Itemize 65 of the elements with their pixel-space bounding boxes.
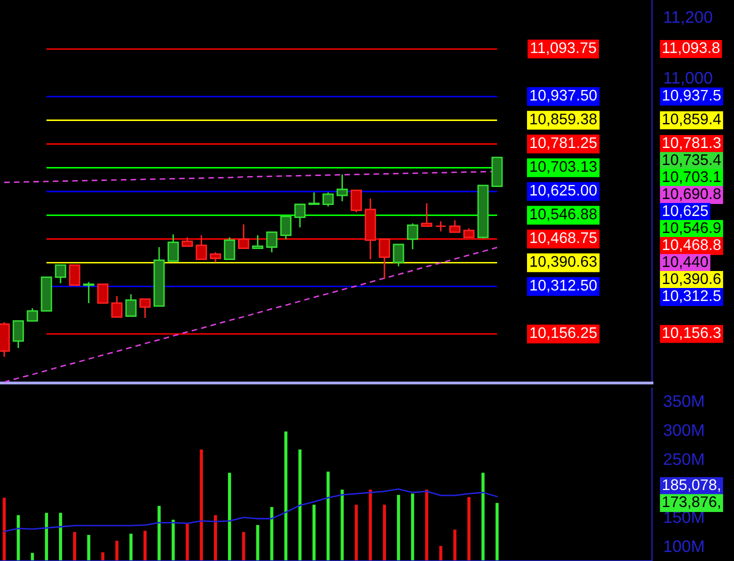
text: 185,078,	[662, 479, 720, 492]
candlestick	[168, 234, 179, 262]
text: 11,093.8	[662, 42, 720, 55]
candlestick	[139, 298, 151, 319]
text: 10,937.5	[662, 90, 721, 102]
text: 10,468.8	[662, 239, 721, 252]
ref-line-label: 10,625.00	[530, 184, 597, 198]
candlestick	[294, 204, 306, 228]
candlestick	[322, 192, 334, 208]
y-tick-label: 100M	[664, 540, 704, 552]
candlestick	[378, 238, 390, 280]
text: 10,390.6	[662, 273, 721, 286]
text: 10,859.4	[662, 114, 721, 126]
ref-line-label: 10,156.25	[530, 327, 597, 340]
ref-line-label: 10,390.63	[530, 256, 597, 269]
candlestick	[406, 222, 418, 250]
candlestick	[26, 308, 38, 322]
candlestick	[69, 264, 80, 286]
text: 10,703.1	[662, 171, 721, 184]
ref-line-label: 10,937.50	[530, 90, 597, 102]
text: 10,440	[662, 256, 708, 269]
text: 10,781.3	[662, 137, 721, 150]
candlestick	[12, 320, 24, 349]
y-tick-label: 350M	[664, 395, 704, 407]
ref-line-label: 10,859.38	[530, 114, 597, 126]
text: 10,735.4	[662, 154, 721, 167]
text: 10,625	[662, 205, 708, 218]
ref-line-label: 10,468.75	[530, 232, 597, 245]
candlestick	[83, 281, 94, 304]
candlestick	[392, 244, 404, 267]
candlestick	[463, 228, 475, 238]
line-series	[4, 488, 498, 532]
candlestick	[238, 224, 250, 250]
text: 10,312.5	[662, 290, 721, 303]
ref-line-label: 10,781.25	[530, 137, 597, 150]
ref-line-label: 10,546.88	[530, 208, 597, 222]
candlestick	[97, 284, 108, 304]
ref-line-label: 10,703.13	[530, 161, 597, 174]
text: 10,690.8	[662, 188, 721, 201]
candlestick	[54, 264, 66, 284]
ref-line-label: 11,093.75	[531, 42, 596, 55]
candlestick	[435, 220, 446, 232]
y-tick-label: 11,200	[664, 11, 712, 25]
y-tick-label: 150M	[664, 511, 704, 524]
candlestick	[125, 294, 137, 317]
candlestick	[252, 234, 264, 250]
text: 10,546.9	[662, 222, 721, 235]
candlestick	[266, 232, 278, 253]
text: 173,876,	[662, 496, 720, 509]
candlestick	[280, 216, 292, 240]
candlestick	[210, 252, 222, 264]
line-series	[4, 246, 498, 383]
candlestick	[449, 220, 460, 233]
candlestick	[224, 236, 236, 260]
y-tick-label: 11,000	[664, 72, 712, 86]
y-tick-label: 300M	[664, 424, 704, 436]
candlestick	[421, 202, 432, 227]
ref-line-label: 10,312.50	[530, 280, 597, 292]
text: 10,156.3	[662, 327, 721, 340]
candlestick	[111, 295, 123, 318]
candlestick	[336, 174, 348, 202]
candlestick	[308, 192, 320, 205]
candlestick	[350, 190, 362, 213]
candlestick	[196, 234, 207, 260]
y-tick-label: 250M	[664, 453, 704, 466]
